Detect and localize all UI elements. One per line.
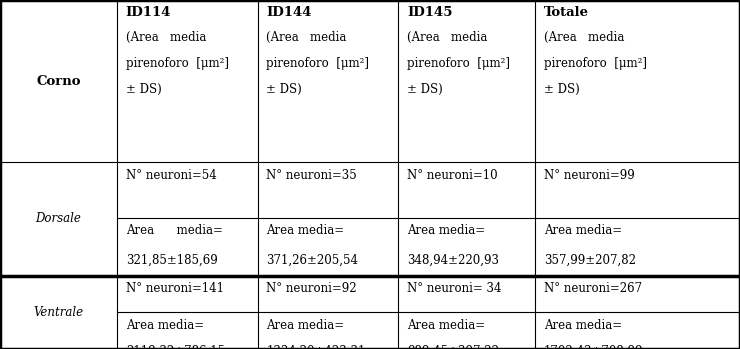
- Text: Area media=: Area media=: [126, 319, 204, 332]
- Text: (Area   media: (Area media: [266, 31, 347, 44]
- Text: 989,45±397,22: 989,45±397,22: [407, 345, 499, 349]
- Text: 1334,20±423,31: 1334,20±423,31: [266, 345, 366, 349]
- Text: pirenoforo  [μm²]: pirenoforo [μm²]: [407, 57, 510, 70]
- Text: (Area   media: (Area media: [544, 31, 625, 44]
- Text: Corno: Corno: [36, 75, 81, 88]
- Text: (Area   media: (Area media: [407, 31, 488, 44]
- Text: Ventrale: Ventrale: [33, 306, 84, 319]
- Text: ± DS): ± DS): [544, 83, 579, 96]
- Text: N° neuroni=141: N° neuroni=141: [126, 282, 223, 295]
- Text: pirenoforo  [μm²]: pirenoforo [μm²]: [266, 57, 369, 70]
- Text: N° neuroni=10: N° neuroni=10: [407, 169, 497, 181]
- Text: N° neuroni=99: N° neuroni=99: [544, 169, 635, 181]
- Text: Totale: Totale: [544, 6, 589, 19]
- Text: 321,85±185,69: 321,85±185,69: [126, 254, 218, 267]
- Text: ± DS): ± DS): [266, 83, 302, 96]
- Text: 1702,43±708,99: 1702,43±708,99: [544, 345, 643, 349]
- Text: 2119,32±786,15: 2119,32±786,15: [126, 345, 225, 349]
- Text: Area media=: Area media=: [544, 319, 622, 332]
- Text: ± DS): ± DS): [407, 83, 443, 96]
- Text: Area media=: Area media=: [266, 319, 345, 332]
- Text: N° neuroni=92: N° neuroni=92: [266, 282, 357, 295]
- Text: pirenoforo  [μm²]: pirenoforo [μm²]: [126, 57, 229, 70]
- Text: 357,99±207,82: 357,99±207,82: [544, 254, 636, 267]
- Text: N° neuroni=267: N° neuroni=267: [544, 282, 642, 295]
- Text: ID145: ID145: [407, 6, 452, 19]
- Text: Area media=: Area media=: [407, 319, 485, 332]
- Text: pirenoforo  [μm²]: pirenoforo [μm²]: [544, 57, 647, 70]
- Text: N° neuroni=54: N° neuroni=54: [126, 169, 217, 181]
- Text: Area      media=: Area media=: [126, 224, 223, 237]
- Text: (Area   media: (Area media: [126, 31, 206, 44]
- Text: ID144: ID144: [266, 6, 312, 19]
- Text: N° neuroni=35: N° neuroni=35: [266, 169, 357, 181]
- Text: Area media=: Area media=: [544, 224, 622, 237]
- Text: ID114: ID114: [126, 6, 171, 19]
- Text: Area media=: Area media=: [266, 224, 345, 237]
- Text: Dorsale: Dorsale: [36, 213, 81, 225]
- Text: N° neuroni= 34: N° neuroni= 34: [407, 282, 502, 295]
- Text: 348,94±220,93: 348,94±220,93: [407, 254, 499, 267]
- Text: Area media=: Area media=: [407, 224, 485, 237]
- Text: ± DS): ± DS): [126, 83, 161, 96]
- Text: 371,26±205,54: 371,26±205,54: [266, 254, 358, 267]
